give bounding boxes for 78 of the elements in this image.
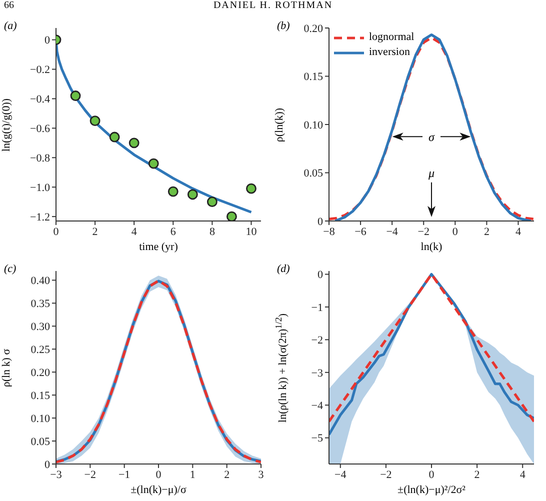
y-tick-label: 0.05 [304, 168, 324, 180]
x-tick-label: −4 [386, 226, 398, 238]
point [109, 132, 120, 142]
y-tick-label: 0.20 [30, 367, 50, 379]
point [128, 138, 140, 148]
chart-title: (d) [277, 263, 290, 275]
y-tick-label: −2 [311, 334, 323, 347]
text: DANIEL H. ROTHMAN [213, 0, 333, 11]
y-tick-label: 0.10 [30, 412, 50, 425]
point [187, 189, 198, 200]
y-tick-label: 0.05 [30, 436, 50, 448]
legend-label: lognormal [369, 30, 414, 45]
x-tick-label: 4 [515, 226, 522, 238]
chart-title: (a) [4, 20, 17, 32]
x-tick-label: −1 [118, 468, 130, 481]
legend-label: inversion [369, 45, 410, 60]
annotation: μ [427, 165, 436, 182]
y-tick-label: −3 [311, 367, 324, 380]
y-tick-label: −0.2 [30, 64, 50, 76]
y-axis-title: ρ(ln k) σ [0, 348, 12, 387]
y-tick-label: −0.8 [30, 152, 50, 165]
y-tick-label: −1.0 [30, 182, 50, 194]
annotation: σ [428, 128, 436, 145]
x-tick-label: 2 [474, 468, 480, 481]
x-tick-label: 0 [156, 468, 162, 481]
y-tick-label: 0 [44, 458, 50, 471]
x-tick-label: 4 [520, 468, 526, 481]
y-tick-label: 0 [318, 216, 324, 228]
y-tick-label: 0.30 [30, 321, 50, 334]
x-tick-label: 0 [428, 468, 435, 481]
x-tick-label: −2 [84, 468, 96, 481]
point [90, 116, 100, 126]
point [246, 183, 256, 194]
x-tick-label: 2 [484, 226, 490, 238]
chart-title: (c) [4, 263, 16, 275]
point [148, 158, 159, 169]
y-tick-label: 0.15 [304, 71, 324, 84]
point [206, 196, 218, 208]
x-axis-title: ln(k) [420, 241, 444, 253]
y-tick-label: −1 [311, 302, 323, 314]
x-tick-label: 4 [131, 226, 138, 238]
x-tick-label: 3 [258, 468, 264, 481]
y-tick-label: 0.20 [304, 22, 324, 35]
x-tick-label: 8 [209, 226, 216, 238]
y-tick-label: −5 [311, 432, 324, 445]
x-tick-label: 1 [190, 468, 196, 481]
x-tick-label: −2 [418, 226, 430, 238]
y-tick-label: 0.25 [30, 344, 50, 356]
x-tick-label: 0 [452, 226, 458, 238]
point [226, 211, 237, 221]
x-tick-label: −8 [323, 226, 336, 238]
y-tick-label: −0.4 [30, 94, 50, 106]
y-tick-label: 0.40 [30, 275, 50, 288]
x-tick-label: 6 [170, 226, 176, 238]
x-tick-label: −6 [354, 226, 367, 238]
y-tick-label: −1.2 [30, 211, 50, 224]
text: 66 [4, 0, 14, 11]
chart-title: (b) [277, 20, 290, 32]
x-tick-label: 10 [246, 226, 258, 238]
x-axis-title: ±(ln(k)−μ)/σ [130, 484, 188, 496]
y-tick-label: 0.10 [304, 119, 324, 132]
point [70, 90, 81, 101]
x-tick-label: 2 [224, 468, 230, 481]
x-tick-label: 0 [53, 226, 60, 238]
x-axis-title: ±(ln(k)−μ)²/2σ² [396, 484, 466, 496]
y-tick-label: 0 [44, 34, 50, 47]
y-axis-title: ρ(ln(k)) [273, 107, 285, 142]
y-tick-label: 0.15 [30, 390, 50, 402]
point [168, 186, 178, 197]
x-axis-title: time (yr) [138, 241, 179, 253]
x-tick-label: 2 [92, 226, 98, 238]
x-tick-label: −2 [380, 468, 392, 481]
y-tick-label: −0.6 [30, 123, 50, 136]
y-tick-label: 0.35 [30, 298, 50, 310]
y-axis-title: ln(g(t)/g(0)) [0, 98, 12, 152]
y-tick-label: −4 [311, 400, 324, 412]
x-tick-label: −4 [334, 468, 347, 481]
y-tick-label: 0 [318, 269, 324, 282]
